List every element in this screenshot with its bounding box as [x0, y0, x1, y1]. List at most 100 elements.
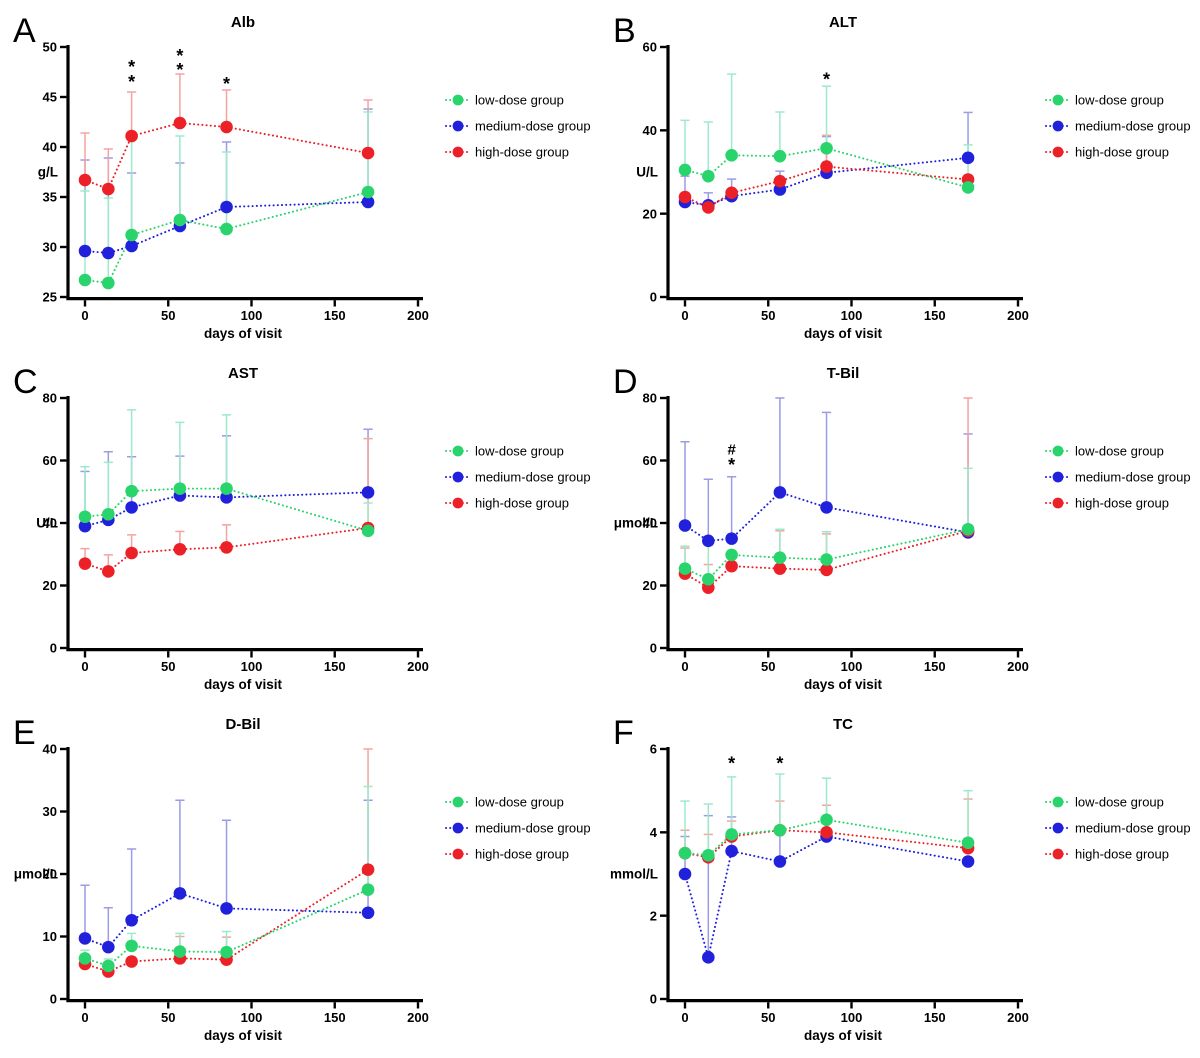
- legend-label-low: low-dose group: [475, 444, 564, 459]
- x-tick-label: 150: [924, 308, 946, 323]
- data-point-low: [361, 185, 375, 199]
- x-tick-label: 200: [1007, 659, 1029, 674]
- y-tick-label: 2: [650, 908, 657, 923]
- y-tick-label: 0: [650, 992, 657, 1007]
- x-tick-label: 50: [761, 308, 775, 323]
- x-tick-label: 100: [241, 659, 263, 674]
- data-point-low: [702, 848, 715, 862]
- panel-title: AST: [228, 365, 258, 382]
- y-tick-label: 0: [50, 992, 57, 1007]
- x-tick-label: 200: [407, 1010, 429, 1025]
- x-tick-label: 100: [241, 1010, 263, 1025]
- data-point-low: [220, 482, 233, 495]
- y-tick-label: 40: [643, 516, 657, 531]
- data-point-medium: [125, 239, 138, 253]
- data-point-medium: [125, 913, 138, 927]
- data-point-low: [678, 163, 692, 177]
- data-point-medium: [361, 195, 375, 209]
- y-tick-label: 60: [43, 453, 57, 468]
- series-line-high: [684, 829, 970, 859]
- panel-f: F TC 0 2 4 6 0 50 100 150 200 mmol/L days of visit * *…: [600, 702, 1200, 1053]
- data-point-low: [78, 510, 92, 524]
- y-axis-label: g/L: [38, 165, 58, 180]
- legend-label-low: low-dose group: [1075, 795, 1164, 810]
- panel-title: T-Bil: [827, 365, 860, 382]
- y-tick-label: 20: [43, 578, 57, 593]
- significance-marker: *: [176, 46, 183, 66]
- legend-marker-medium: [1052, 120, 1064, 132]
- data-point-medium: [78, 244, 92, 258]
- y-tick-label: 40: [643, 123, 657, 138]
- y-axis-label: μmol/L: [614, 516, 658, 531]
- x-tick-label: 50: [161, 308, 175, 323]
- data-point-medium: [125, 501, 138, 514]
- panel-e-chart: E D-Bil 0 10 20 30 40 0 50 100 150 200 μmol/L days of…: [13, 714, 591, 1043]
- x-tick-label: 100: [841, 1010, 863, 1025]
- data-point-low: [78, 952, 92, 965]
- data-point-high: [78, 557, 92, 570]
- data-point-low: [773, 551, 787, 564]
- panel-a: A Alb 25 30 35 40 45 50 0 50 100 150 200 g/L days of v…: [0, 0, 600, 351]
- legend-marker-low: [1052, 445, 1064, 457]
- data-point-low: [125, 939, 138, 953]
- data-point-low: [773, 149, 787, 163]
- legend-label-high: high-dose group: [1075, 145, 1169, 160]
- data-point-high: [773, 562, 787, 575]
- y-tick-label: 10: [43, 929, 57, 944]
- data-point-high: [102, 182, 115, 196]
- data-point-high: [173, 542, 187, 556]
- x-axis-label: days of visit: [204, 1028, 283, 1043]
- data-point-high: [125, 546, 138, 560]
- panel-d-chart: D T-Bil 0 20 40 60 80 0 50 100 150 200 μmol/L days of…: [613, 363, 1191, 692]
- panel-letter: D: [613, 363, 638, 401]
- legend-marker-medium: [452, 822, 464, 834]
- panel-b-chart: B ALT 0 20 40 60 0 50 100 150 200 U/L days of visit *…: [613, 12, 1191, 341]
- x-axis-label: days of visit: [204, 677, 283, 692]
- x-tick-label: 200: [407, 308, 429, 323]
- data-point-medium: [702, 534, 715, 548]
- data-point-high: [361, 863, 375, 876]
- panel-b: B ALT 0 20 40 60 0 50 100 150 200 U/L days of visit *…: [600, 0, 1200, 351]
- legend-marker-low: [1052, 796, 1064, 808]
- data-point-low: [125, 228, 138, 242]
- data-point-high: [220, 541, 233, 554]
- data-point-high: [361, 146, 375, 160]
- legend-label-medium: medium-dose group: [1075, 119, 1191, 134]
- x-tick-label: 0: [81, 308, 88, 323]
- data-point-low: [702, 572, 715, 586]
- data-point-low: [702, 169, 715, 183]
- legend-marker-low: [452, 94, 464, 106]
- legend-label-high: high-dose group: [475, 145, 569, 160]
- data-point-low: [961, 181, 975, 194]
- data-point-high: [678, 190, 692, 204]
- panel-title: D-Bil: [226, 716, 261, 733]
- legend-label-high: high-dose group: [1075, 496, 1169, 511]
- y-tick-label: 0: [50, 641, 57, 656]
- significance-marker: *: [176, 60, 183, 80]
- y-tick-label: 40: [43, 516, 57, 531]
- data-point-low: [102, 507, 115, 521]
- data-point-low: [725, 149, 738, 162]
- legend-marker-high: [452, 497, 464, 509]
- panel-letter: B: [613, 12, 636, 50]
- data-point-medium: [102, 246, 115, 260]
- x-tick-label: 200: [1007, 308, 1029, 323]
- legend-marker-medium: [1052, 822, 1064, 834]
- panel-title: Alb: [231, 14, 255, 31]
- legend-label-low: low-dose group: [1075, 93, 1164, 108]
- data-point-medium: [220, 491, 233, 504]
- data-point-medium: [361, 486, 375, 499]
- data-point-high: [125, 955, 138, 968]
- panel-a-chart: A Alb 25 30 35 40 45 50 0 50 100 150 200 g/L days of v…: [13, 12, 591, 341]
- data-point-high: [725, 186, 738, 200]
- y-axis-label: μmol/L: [14, 867, 58, 882]
- x-axis-label: days of visit: [204, 326, 283, 341]
- panel-e: E D-Bil 0 10 20 30 40 0 50 100 150 200 μmol/L days of…: [0, 702, 600, 1053]
- series-line-high: [684, 529, 970, 589]
- y-tick-label: 35: [43, 190, 57, 205]
- panel-title: ALT: [829, 14, 857, 31]
- x-axis-label: days of visit: [804, 1028, 883, 1043]
- x-tick-label: 0: [681, 659, 688, 674]
- y-tick-label: 45: [43, 90, 57, 105]
